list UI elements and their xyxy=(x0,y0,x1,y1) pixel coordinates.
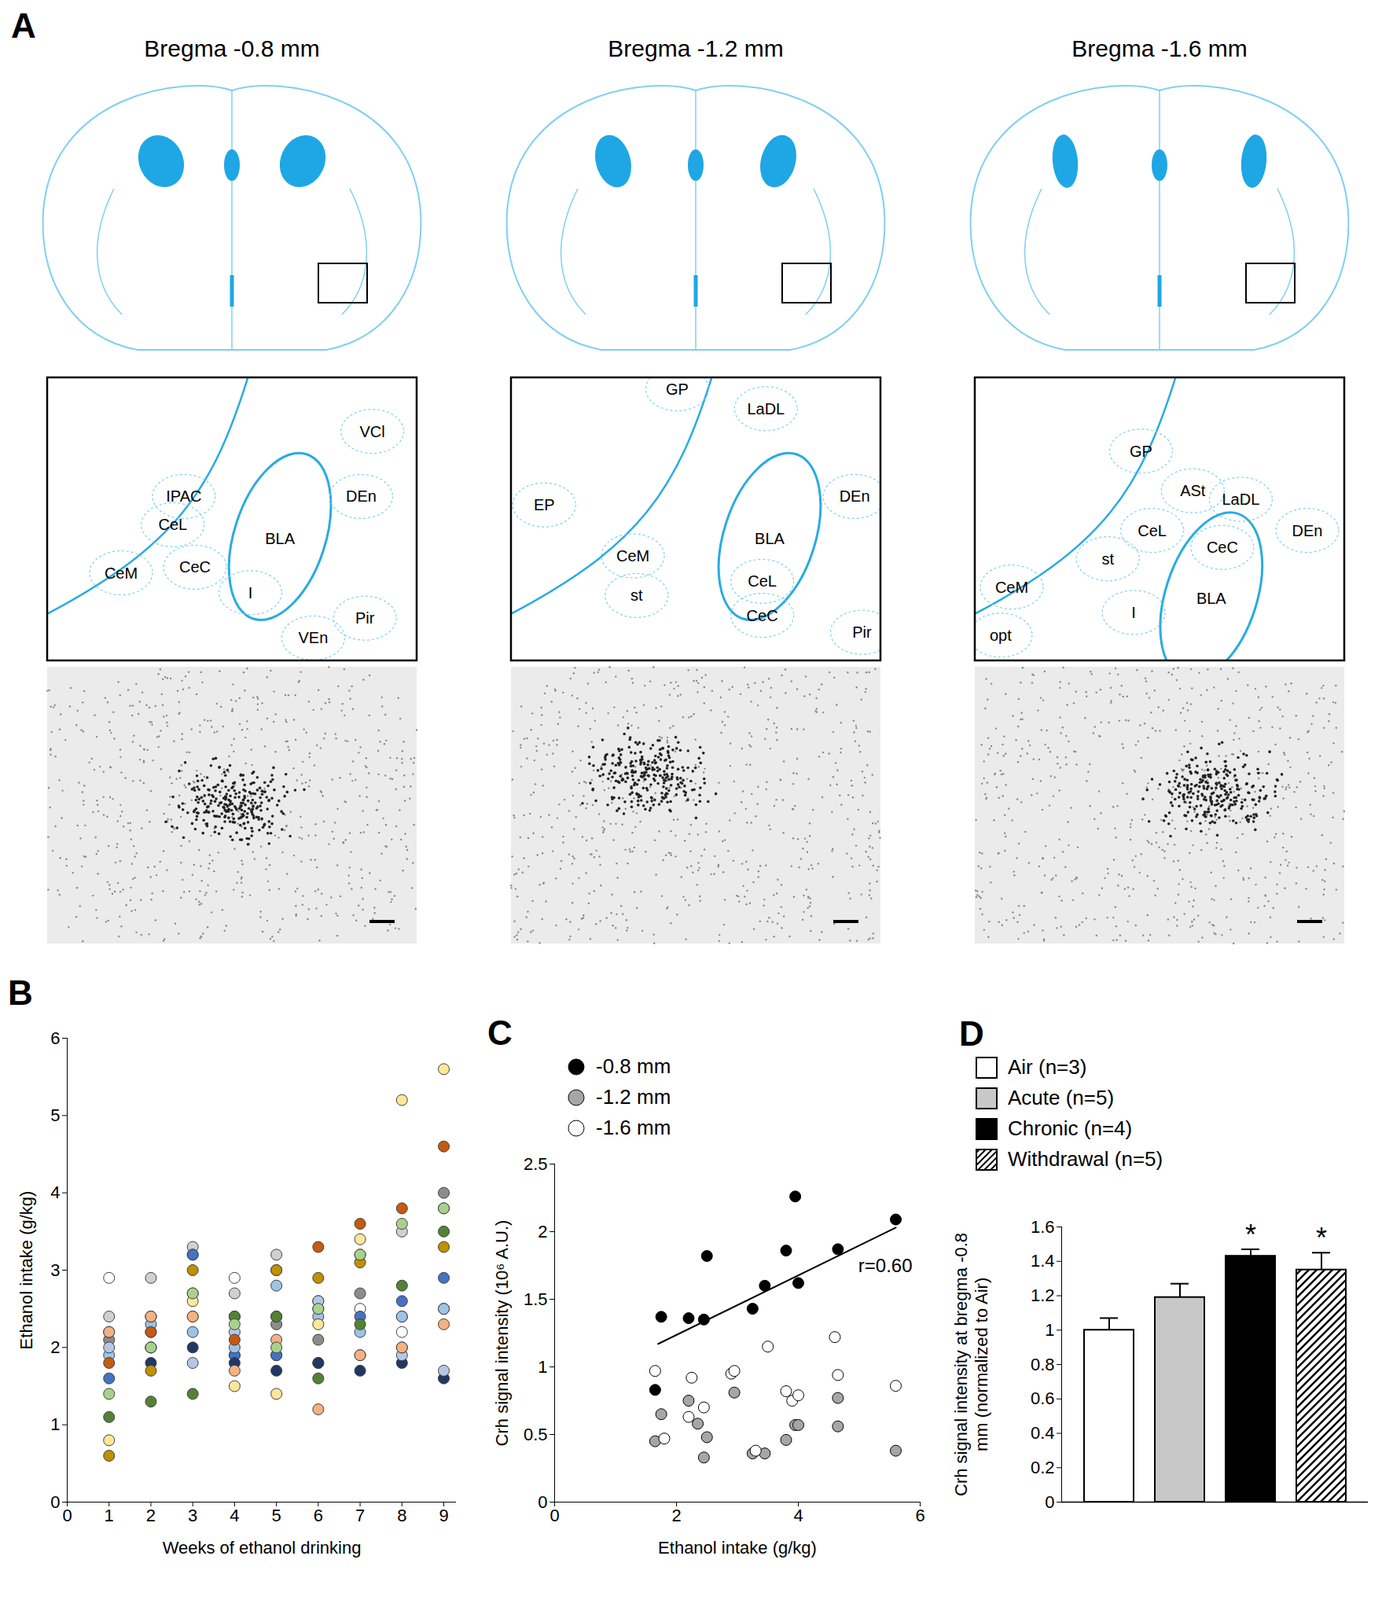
svg-text:r=0.60: r=0.60 xyxy=(858,1254,913,1276)
svg-text:Pir: Pir xyxy=(355,609,375,627)
svg-text:0: 0 xyxy=(62,1505,72,1526)
svg-text:*: * xyxy=(1315,1221,1327,1254)
html-text:Chronic (n=4): Chronic (n=4) xyxy=(1007,1116,1133,1140)
svg-text:st: st xyxy=(630,586,644,604)
svg-text:CeC: CeC xyxy=(179,558,211,576)
svg-text:3: 3 xyxy=(50,1260,60,1280)
svg-text:I: I xyxy=(1131,603,1136,622)
svg-text:0: 0 xyxy=(537,1492,548,1512)
html-text:Air (n=3): Air (n=3) xyxy=(1007,1054,1087,1079)
svg-text:CeM: CeM xyxy=(995,578,1029,596)
svg-text:BLA: BLA xyxy=(1196,589,1227,607)
svg-text:LaDL: LaDL xyxy=(746,400,785,418)
html-text:C: C xyxy=(487,1013,513,1052)
svg-text:0.4: 0.4 xyxy=(1030,1422,1055,1443)
html-text:B: B xyxy=(7,973,33,1012)
html-text:-0.8 mm: -0.8 mm xyxy=(595,1054,671,1078)
svg-text:1: 1 xyxy=(104,1505,114,1526)
svg-text:GP: GP xyxy=(1129,442,1153,460)
svg-text:2: 2 xyxy=(50,1337,60,1357)
svg-text:LaDL: LaDL xyxy=(1221,490,1260,508)
html-text:Crh signal intensity at bregma: Crh signal intensity at bregma -0.8 mm (… xyxy=(951,1232,992,1496)
svg-text:CeL: CeL xyxy=(747,572,777,590)
svg-text:5: 5 xyxy=(271,1505,282,1526)
svg-text:A: A xyxy=(11,6,37,45)
svg-text:0: 0 xyxy=(1044,1492,1055,1512)
svg-text:1: 1 xyxy=(537,1356,548,1377)
html-text:Acute (n=5): Acute (n=5) xyxy=(1007,1085,1115,1110)
svg-text:DEn: DEn xyxy=(839,487,871,505)
svg-text:4: 4 xyxy=(50,1182,60,1202)
svg-text:Weeks of ethanol drinking: Weeks of ethanol drinking xyxy=(162,1537,362,1558)
svg-text:0: 0 xyxy=(549,1505,559,1526)
svg-text:CeL: CeL xyxy=(1137,521,1167,540)
svg-text:6: 6 xyxy=(50,1028,60,1048)
svg-text:EP: EP xyxy=(533,496,555,514)
svg-text:2: 2 xyxy=(146,1505,156,1526)
svg-text:0.5: 0.5 xyxy=(523,1424,548,1445)
svg-text:2.5: 2.5 xyxy=(523,1154,548,1174)
svg-text:VCl: VCl xyxy=(359,422,385,441)
svg-text:6: 6 xyxy=(313,1505,324,1526)
svg-text:opt: opt xyxy=(989,626,1012,644)
svg-text:IPAC: IPAC xyxy=(165,487,202,505)
html-text:D: D xyxy=(959,1014,985,1053)
svg-text:Bregma -1.6 mm: Bregma -1.6 mm xyxy=(1071,35,1247,62)
svg-text:4: 4 xyxy=(793,1505,803,1526)
svg-text:1.4: 1.4 xyxy=(1030,1250,1055,1271)
html-text:-1.6 mm: -1.6 mm xyxy=(595,1115,671,1140)
svg-text:ASt: ASt xyxy=(1179,481,1206,500)
svg-text:2: 2 xyxy=(671,1505,681,1526)
svg-text:CeM: CeM xyxy=(616,547,650,565)
svg-text:CeC: CeC xyxy=(1206,538,1239,556)
svg-text:1.5: 1.5 xyxy=(523,1289,548,1309)
svg-text:5: 5 xyxy=(50,1105,60,1125)
html-text:Withdrawal (n=5): Withdrawal (n=5) xyxy=(1007,1146,1163,1171)
svg-text:DEn: DEn xyxy=(1292,521,1324,540)
svg-text:1.2: 1.2 xyxy=(1030,1285,1055,1305)
svg-text:0: 0 xyxy=(50,1492,60,1512)
svg-text:Ethanol intake (g/kg): Ethanol intake (g/kg) xyxy=(16,1190,37,1350)
svg-text:BLA: BLA xyxy=(754,529,785,548)
svg-text:0.2: 0.2 xyxy=(1030,1457,1055,1478)
svg-text:VEn: VEn xyxy=(297,628,328,647)
svg-text:I: I xyxy=(248,584,254,602)
svg-text:GP: GP xyxy=(665,380,689,398)
svg-text:1: 1 xyxy=(50,1414,60,1434)
svg-text:BLA: BLA xyxy=(264,529,295,548)
svg-text:1.6: 1.6 xyxy=(1030,1216,1055,1237)
svg-text:8: 8 xyxy=(396,1505,407,1526)
svg-text:6: 6 xyxy=(915,1505,925,1526)
svg-text:7: 7 xyxy=(355,1505,365,1526)
svg-text:0.8: 0.8 xyxy=(1030,1354,1055,1375)
svg-text:CeC: CeC xyxy=(746,606,779,625)
svg-text:Bregma -0.8 mm: Bregma -0.8 mm xyxy=(143,35,320,62)
svg-text:st: st xyxy=(1101,550,1114,568)
svg-text:0.6: 0.6 xyxy=(1030,1388,1055,1408)
svg-text:CeL: CeL xyxy=(158,515,188,533)
svg-text:DEn: DEn xyxy=(345,487,377,505)
svg-text:4: 4 xyxy=(229,1505,239,1526)
html-text:-1.2 mm: -1.2 mm xyxy=(595,1084,671,1109)
svg-text:Pir: Pir xyxy=(852,623,872,641)
svg-text:Bregma -1.2 mm: Bregma -1.2 mm xyxy=(607,35,783,62)
svg-text:9: 9 xyxy=(438,1505,449,1526)
svg-text:CeM: CeM xyxy=(104,564,138,582)
svg-text:Ethanol intake (g/kg): Ethanol intake (g/kg) xyxy=(657,1537,817,1558)
svg-text:*: * xyxy=(1245,1218,1257,1251)
svg-text:2: 2 xyxy=(537,1221,548,1242)
svg-text:3: 3 xyxy=(187,1505,198,1526)
svg-text:Crh signal intensity (10⁶ A.U.: Crh signal intensity (10⁶ A.U.) xyxy=(492,1220,512,1447)
svg-text:1: 1 xyxy=(1044,1319,1055,1340)
